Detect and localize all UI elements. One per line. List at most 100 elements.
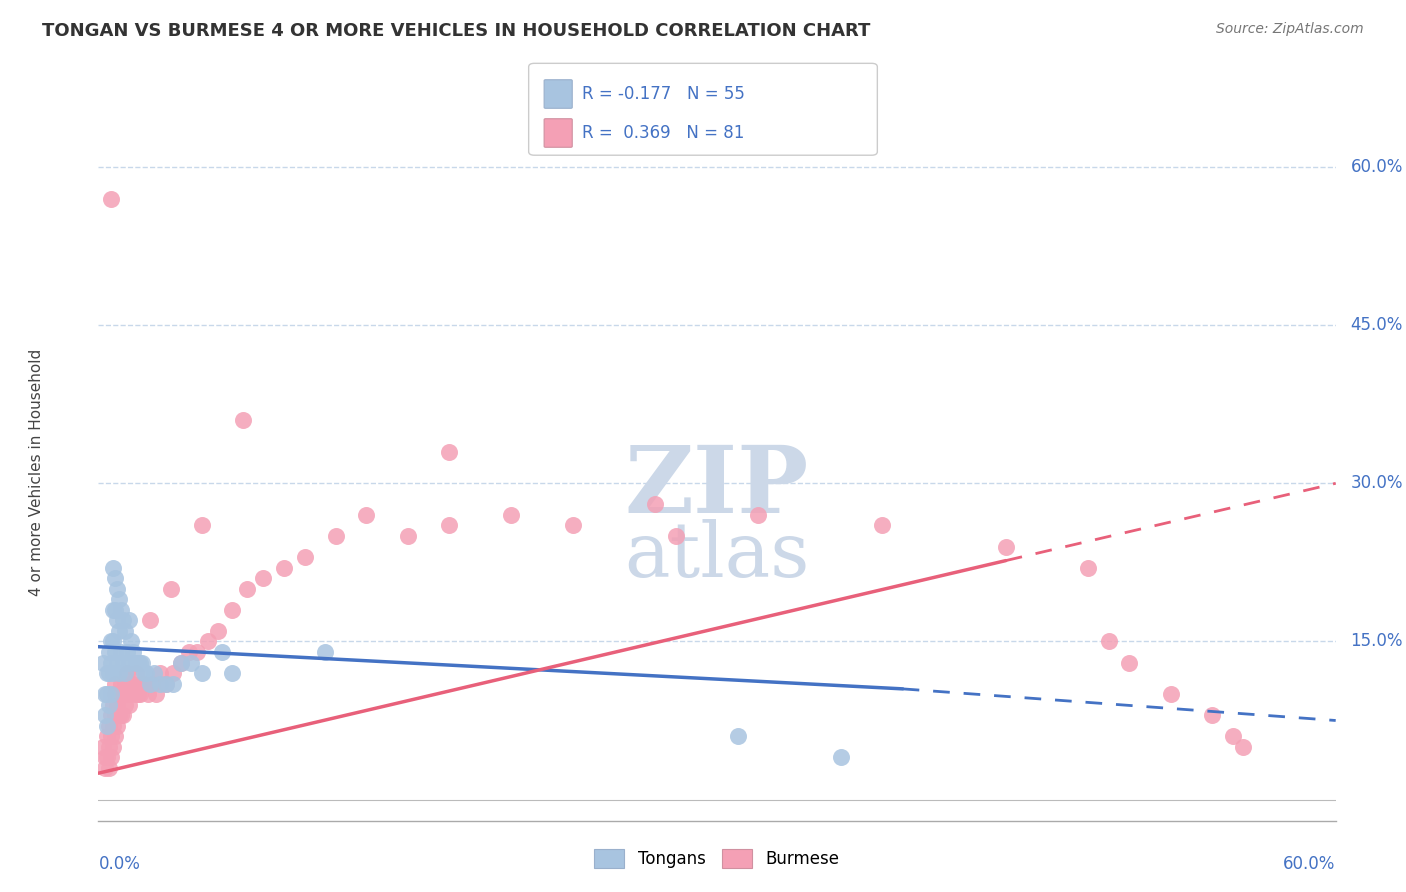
Point xyxy=(112,687,135,701)
Point xyxy=(1077,560,1099,574)
Point xyxy=(108,708,131,723)
Text: 60.0%: 60.0% xyxy=(1284,855,1336,873)
Point xyxy=(747,508,769,522)
Point xyxy=(314,645,336,659)
Text: R = -0.177   N = 55: R = -0.177 N = 55 xyxy=(582,85,745,103)
Point xyxy=(96,719,118,733)
Point xyxy=(104,729,127,743)
Point xyxy=(101,698,124,712)
Point xyxy=(117,687,139,701)
Point xyxy=(830,750,852,764)
Text: 4 or more Vehicles in Household: 4 or more Vehicles in Household xyxy=(30,349,44,597)
Point xyxy=(97,761,120,775)
Point xyxy=(1201,708,1223,723)
Point xyxy=(124,666,146,681)
Text: TONGAN VS BURMESE 4 OR MORE VEHICLES IN HOUSEHOLD CORRELATION CHART: TONGAN VS BURMESE 4 OR MORE VEHICLES IN … xyxy=(42,22,870,40)
Point xyxy=(108,592,131,607)
Point xyxy=(132,666,155,681)
Point xyxy=(117,645,139,659)
Point xyxy=(179,645,201,659)
Point xyxy=(104,571,127,585)
Point xyxy=(437,444,460,458)
Point xyxy=(104,708,127,723)
Point xyxy=(100,192,122,206)
Point xyxy=(143,666,166,681)
Point xyxy=(114,698,136,712)
Point xyxy=(97,739,120,754)
Point xyxy=(644,497,666,511)
Point xyxy=(108,687,131,701)
Point xyxy=(162,666,184,681)
Point xyxy=(114,624,136,638)
Point xyxy=(97,698,120,712)
Point xyxy=(118,613,141,627)
Point xyxy=(110,603,132,617)
Point xyxy=(170,656,193,670)
Point xyxy=(100,687,122,701)
Point xyxy=(120,634,142,648)
Point xyxy=(101,739,124,754)
Point xyxy=(108,624,131,638)
Point xyxy=(97,666,120,681)
Point xyxy=(100,656,122,670)
Point xyxy=(117,666,139,681)
Point xyxy=(96,729,118,743)
Point xyxy=(118,698,141,712)
Point xyxy=(135,666,157,681)
Point xyxy=(96,666,118,681)
Point xyxy=(120,687,142,701)
Point xyxy=(101,603,124,617)
Point xyxy=(105,656,128,670)
Point xyxy=(93,750,115,764)
Point xyxy=(141,676,163,690)
Point xyxy=(93,761,115,775)
Point xyxy=(118,676,141,690)
Point xyxy=(122,645,145,659)
Text: ZIP: ZIP xyxy=(624,442,810,532)
Point xyxy=(139,676,162,690)
Point xyxy=(1160,687,1182,701)
Point xyxy=(155,676,177,690)
Point xyxy=(207,624,229,638)
Point xyxy=(128,687,150,701)
Point xyxy=(232,413,254,427)
Point xyxy=(1232,739,1254,754)
Point xyxy=(105,698,128,712)
Point xyxy=(101,634,124,648)
Point xyxy=(101,560,124,574)
Point xyxy=(110,676,132,690)
Point xyxy=(112,656,135,670)
Point xyxy=(325,529,347,543)
Point xyxy=(108,687,131,701)
Point xyxy=(97,719,120,733)
Point xyxy=(170,656,193,670)
Point xyxy=(91,656,114,670)
Point xyxy=(273,560,295,574)
Point xyxy=(100,708,122,723)
Point xyxy=(1222,729,1244,743)
Point xyxy=(104,603,127,617)
Point xyxy=(110,708,132,723)
Point xyxy=(96,687,118,701)
Point xyxy=(127,656,149,670)
Point xyxy=(1118,656,1140,670)
Point xyxy=(221,666,243,681)
Point xyxy=(127,687,149,701)
Point xyxy=(124,656,146,670)
Point xyxy=(870,518,893,533)
Point xyxy=(190,666,212,681)
Legend: Tongans, Burmese: Tongans, Burmese xyxy=(588,842,846,875)
Point xyxy=(100,750,122,764)
Point xyxy=(112,613,135,627)
Point xyxy=(128,656,150,670)
Point xyxy=(91,739,114,754)
Point xyxy=(136,687,159,701)
Point xyxy=(104,645,127,659)
Point xyxy=(197,634,219,648)
Point xyxy=(112,708,135,723)
Point xyxy=(124,687,146,701)
Point xyxy=(105,613,128,627)
Point xyxy=(190,518,212,533)
Text: 30.0%: 30.0% xyxy=(1351,475,1403,492)
Text: 60.0%: 60.0% xyxy=(1351,158,1403,176)
